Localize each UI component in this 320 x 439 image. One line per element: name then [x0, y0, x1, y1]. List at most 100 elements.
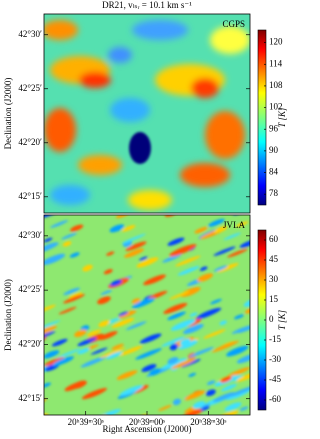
image-texture	[90, 347, 108, 355]
image-texture	[213, 265, 228, 272]
image-texture	[239, 239, 250, 248]
image-texture	[118, 311, 129, 317]
colorbar-tick-label: 102	[269, 102, 283, 112]
image-texture	[231, 325, 250, 334]
image-texture	[163, 302, 188, 314]
image-texture	[181, 358, 201, 368]
image-texture	[170, 319, 196, 331]
image-texture	[44, 325, 58, 337]
image-texture	[105, 351, 122, 360]
image-texture	[44, 253, 66, 266]
image-texture	[220, 376, 232, 383]
image-texture	[97, 296, 111, 305]
image-texture	[180, 286, 201, 297]
image-texture	[169, 343, 179, 351]
image-texture	[192, 401, 206, 409]
colorbar-label: T [K]	[277, 309, 287, 330]
image-texture	[98, 331, 118, 341]
image-texture	[161, 336, 186, 347]
image-texture	[82, 264, 93, 272]
image-texture	[205, 389, 216, 397]
colorbar-tick-label: -30	[269, 354, 281, 364]
y-tick-label: 42°30′	[18, 230, 42, 240]
colorbar-tick-label: 45	[269, 254, 279, 264]
image-texture	[183, 323, 204, 334]
image-texture	[227, 248, 248, 258]
image-texture	[93, 408, 121, 415]
image-texture	[51, 338, 68, 347]
image-texture	[233, 314, 244, 320]
image-texture	[167, 357, 179, 365]
figure: DR21, vₗₛᵣ = 10.1 km s⁻¹ CGPS 42°30′ 42°25′…	[3, 0, 287, 434]
image-texture	[74, 329, 87, 338]
image-texture	[111, 343, 124, 350]
image-texture	[169, 291, 190, 300]
image-texture	[188, 346, 214, 358]
image-texture	[226, 345, 249, 357]
colorbar-tick-label: 78	[269, 188, 279, 198]
image-texture	[184, 390, 206, 401]
image-texture	[178, 339, 198, 350]
image-texture	[189, 312, 198, 317]
x-axis-label: Right Ascension (J2000)	[103, 424, 192, 434]
image-texture	[44, 331, 56, 343]
colorbar-label: T [K]	[277, 107, 287, 128]
image-texture	[63, 294, 85, 304]
image-texture	[141, 364, 157, 372]
image-texture	[239, 406, 249, 411]
colorbar	[257, 29, 267, 206]
x-tick-label: 20ʰ39ᵐ30ˢ	[68, 417, 104, 427]
x-tick-label: 20ʰ38ᵐ30ˢ	[190, 417, 226, 427]
y-axis-label: Declination (J2000)	[3, 279, 13, 351]
image-texture	[106, 251, 115, 256]
image-texture	[77, 337, 97, 347]
image-texture	[200, 406, 210, 411]
image-texture	[61, 232, 77, 240]
x-tick-label: 20ʰ39ᵐ00ˢ	[129, 417, 165, 427]
image-texture	[149, 368, 161, 376]
image-texture	[44, 357, 65, 367]
image-texture	[244, 306, 250, 314]
y-tick-label: 42°20′	[18, 137, 42, 147]
image-texture	[208, 218, 225, 227]
image-texture	[72, 380, 87, 389]
image-texture	[68, 292, 83, 299]
image-texture	[206, 380, 216, 386]
image-texture	[44, 382, 51, 388]
image-texture	[119, 385, 144, 396]
image-texture	[169, 244, 197, 257]
image-texture	[221, 384, 237, 392]
image-texture	[213, 246, 236, 256]
map-image	[44, 14, 250, 213]
colorbar-tick-label: -15	[269, 334, 281, 344]
image-texture	[227, 367, 250, 378]
image-texture	[161, 358, 187, 370]
image-texture	[116, 370, 138, 380]
image-texture	[121, 225, 136, 232]
image-texture	[139, 256, 148, 261]
image-texture	[55, 348, 81, 360]
image-texture	[109, 224, 125, 233]
image-texture	[179, 338, 191, 346]
y-axis-label: Declination (J2000)	[3, 78, 13, 150]
image-texture	[118, 310, 137, 319]
image-texture	[69, 252, 80, 258]
image-texture	[121, 233, 146, 244]
image-texture	[44, 304, 56, 313]
colorbar-tick-label: 84	[269, 167, 279, 177]
image-texture	[131, 297, 156, 309]
image-texture	[162, 254, 182, 263]
y-tick-label: 42°25′	[18, 83, 42, 93]
image-texture	[175, 255, 201, 267]
image-texture	[139, 333, 162, 344]
image-texture	[236, 353, 250, 364]
colorbar-tick-label: -60	[269, 394, 281, 404]
image-texture	[167, 311, 186, 321]
image-texture	[86, 329, 102, 337]
colorbar-tick-label: -45	[269, 374, 281, 384]
image-texture	[158, 404, 172, 411]
image-texture	[44, 237, 53, 243]
image-texture	[143, 274, 166, 286]
image-texture	[167, 237, 185, 246]
colorbar-tick-label: 60	[269, 234, 279, 244]
